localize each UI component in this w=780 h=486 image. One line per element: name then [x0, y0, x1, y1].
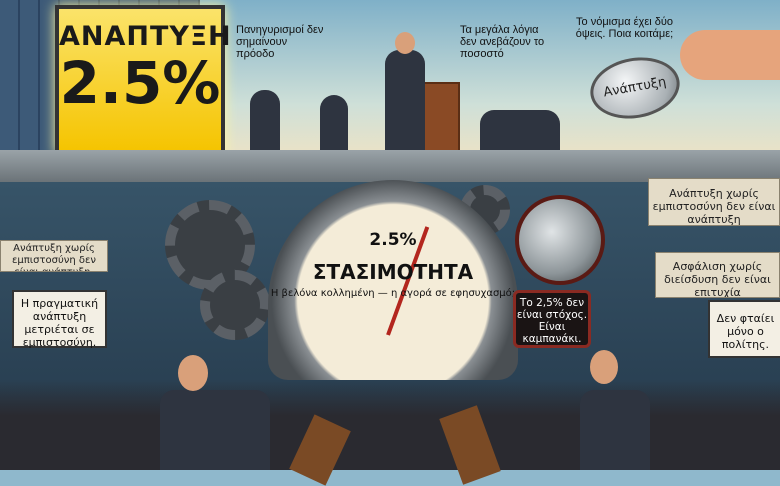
protester-head	[178, 355, 208, 391]
gear-icon	[200, 270, 270, 340]
gauge-value: 2.5%	[369, 230, 417, 250]
protester	[580, 390, 650, 470]
billboard-value: 2.5%	[59, 49, 221, 117]
caption-celebrations: Πανηγυρισμοί δεν σημαίνουν πρόοδο	[236, 24, 324, 60]
banner-right-top: Ανάπτυξη χωρίς εμπιστοσύνη δεν είναι ανά…	[648, 178, 780, 226]
celebrating-person	[320, 95, 348, 160]
protesting-crowd	[0, 380, 780, 470]
protest-sign-right: Δεν φταίει μόνο ο πολίτης.	[708, 300, 780, 358]
caption-coin-question: Το νόμισμα έχει δύο όψεις. Ποια κοιτάμε;	[575, 16, 674, 40]
protest-sign-left: Η πραγματική ανάπτυξη μετριέται σε εμπισ…	[12, 290, 107, 349]
gauge-title: ΣΤΑΣΙΜΟΤΗΤΑ	[312, 260, 474, 284]
hand	[680, 30, 780, 80]
billboard-title: ΑΝΑΠΤΥΞΗ	[59, 21, 232, 52]
celebrating-person	[250, 90, 280, 160]
stagnation-gauge: 2.5% ΣΤΑΣΙΜΟΤΗΤΑ Η βελόνα κολλημένη — η …	[268, 180, 518, 380]
speaker-with-megaphone	[385, 50, 425, 160]
banner-left-top: Ανάπτυξη χωρίς εμπιστοσύνη δεν είναι ανά…	[0, 240, 108, 272]
speaker-head	[395, 32, 415, 54]
stage-floor	[0, 150, 780, 182]
protester-head	[590, 350, 618, 384]
growth-billboard: ΑΝΑΠΤΥΞΗ 2.5%	[55, 5, 232, 155]
alarm-bell-icon	[515, 195, 605, 285]
protester	[160, 390, 270, 470]
banner-right-middle: Ασφάλιση χωρίς διείσδυση δεν είναι επιτυ…	[655, 252, 780, 298]
caption-big-words: Τα μεγάλα λόγια δεν ανεβάζουν το ποσοστό	[460, 24, 545, 60]
applauding-crowd	[480, 110, 560, 155]
alarm-message-box: Το 2,5% δεν είναι στόχος. Είναι καμπανάκ…	[513, 290, 591, 348]
gauge-subtitle: Η βελόνα κολλημένη — η αγορά σε εφησυχασ…	[270, 288, 516, 299]
